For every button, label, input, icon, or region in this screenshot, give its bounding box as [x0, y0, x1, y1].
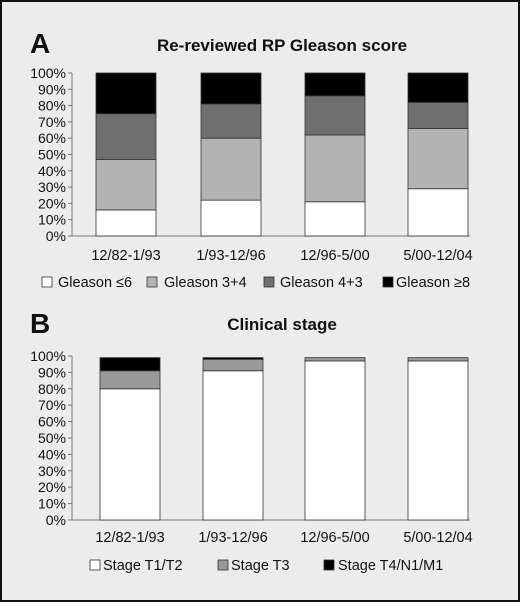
legend-a: Gleason ≤6 Gleason 3+4 Gleason 4+3 Gleason … [41, 275, 470, 291]
legend-label-a: Gleason ≤6 [58, 275, 132, 291]
y-tick-label-b: 30% [38, 463, 66, 479]
legend-label-b: Stage T4/N1/M1 [338, 558, 443, 574]
legend-label-b: Stage T1/T2 [103, 558, 183, 574]
y-tick-label-a: 80% [38, 98, 66, 114]
panel-label-a: A [30, 28, 50, 59]
panel-b: B Clinical stage 0%10%20%30%40%50%60%70%… [30, 308, 473, 574]
bars-a [95, 72, 469, 237]
bar-segment-a [304, 134, 366, 203]
bar-segment-a [304, 72, 366, 97]
bar-segment-a [200, 199, 262, 237]
y-tick-label-a: 10% [38, 212, 66, 228]
y-tick-label-a: 0% [46, 228, 66, 244]
bar-segment-b [407, 360, 469, 521]
y-tick-label-b: 90% [38, 364, 66, 380]
bar-segment-b [202, 358, 264, 372]
y-tick-label-a: 20% [38, 195, 66, 211]
y-tick-label-b: 20% [38, 479, 66, 495]
y-tick-label-a: 50% [38, 147, 66, 163]
bar-segment-a [95, 209, 157, 237]
x-tick-label-a: 12/82-1/93 [91, 248, 160, 264]
y-tick-label-a: 60% [38, 130, 66, 146]
bar-segment-a [407, 188, 469, 237]
x-tick-label-b: 12/82-1/93 [95, 530, 164, 546]
bar-segment-b [202, 370, 264, 521]
legend-swatch-b [323, 559, 335, 571]
y-tick-label-b: 40% [38, 446, 66, 462]
bar-segment-a [95, 72, 157, 115]
bar-segment-b [202, 357, 264, 360]
legend-swatch-b [89, 559, 101, 571]
bar-segment-a [304, 95, 366, 136]
bar-segment-b [99, 370, 161, 390]
y-tick-label-a: 90% [38, 81, 66, 97]
y-tick-label-b: 10% [38, 496, 66, 512]
bar-segment-b [99, 388, 161, 521]
legend-b: Stage T1/T2 Stage T3 Stage T4/N1/M1 [89, 558, 443, 574]
y-tick-label-a: 70% [38, 114, 66, 130]
axes-a: 0%10%20%30%40%50%60%70%80%90%100% 12/82-1… [30, 65, 472, 264]
axes-b: 0%10%20%30%40%50%60%70%80%90%100% 12/82-1… [30, 348, 472, 546]
bar-segment-b [407, 357, 469, 362]
bar-segment-a [407, 128, 469, 190]
bar-segment-a [200, 137, 262, 201]
bar-segment-a [95, 158, 157, 211]
panel-a: A Re-reviewed RP Gleason score 0%10%20%3… [30, 28, 473, 291]
chart-title-a: Re-reviewed RP Gleason score [157, 36, 407, 55]
x-tick-label-b: 5/00-12/04 [403, 530, 472, 546]
y-tick-label-b: 70% [38, 397, 66, 413]
legend-swatch-a [382, 276, 394, 288]
x-tick-label-a: 5/00-12/04 [403, 248, 472, 264]
bar-segment-a [200, 103, 262, 139]
y-tick-label-a: 30% [38, 179, 66, 195]
legend-label-a: Gleason 4+3 [280, 275, 363, 291]
y-tick-label-b: 60% [38, 414, 66, 430]
bar-segment-b [304, 357, 366, 362]
legend-swatch-b [217, 559, 229, 571]
chart-title-b: Clinical stage [227, 315, 337, 334]
legend-label-a: Gleason 3+4 [164, 275, 247, 291]
x-tick-label-a: 1/93-12/96 [196, 248, 265, 264]
legend-swatch-a [41, 276, 53, 288]
y-tick-label-a: 40% [38, 163, 66, 179]
bar-segment-a [95, 113, 157, 160]
bar-segment-b [304, 360, 366, 521]
y-tick-label-a: 100% [30, 65, 66, 81]
bar-segment-b [99, 357, 161, 372]
x-tick-label-b: 12/96-5/00 [300, 530, 369, 546]
legend-label-a: Gleason ≥8 [396, 275, 470, 291]
y-tick-label-b: 80% [38, 381, 66, 397]
x-tick-label-b: 1/93-12/96 [198, 530, 267, 546]
legend-label-b: Stage T3 [231, 558, 290, 574]
y-tick-label-b: 100% [30, 348, 66, 364]
legend-swatch-a [146, 276, 158, 288]
y-tick-label-b: 0% [46, 512, 66, 528]
bar-segment-a [407, 101, 469, 129]
y-tick-label-b: 50% [38, 430, 66, 446]
x-tick-label-a: 12/96-5/00 [300, 248, 369, 264]
panel-label-b: B [30, 308, 50, 339]
bars-b [99, 357, 469, 521]
bar-segment-a [407, 72, 469, 103]
bar-segment-a [304, 201, 366, 237]
bar-segment-a [200, 72, 262, 105]
legend-swatch-a [263, 276, 275, 288]
